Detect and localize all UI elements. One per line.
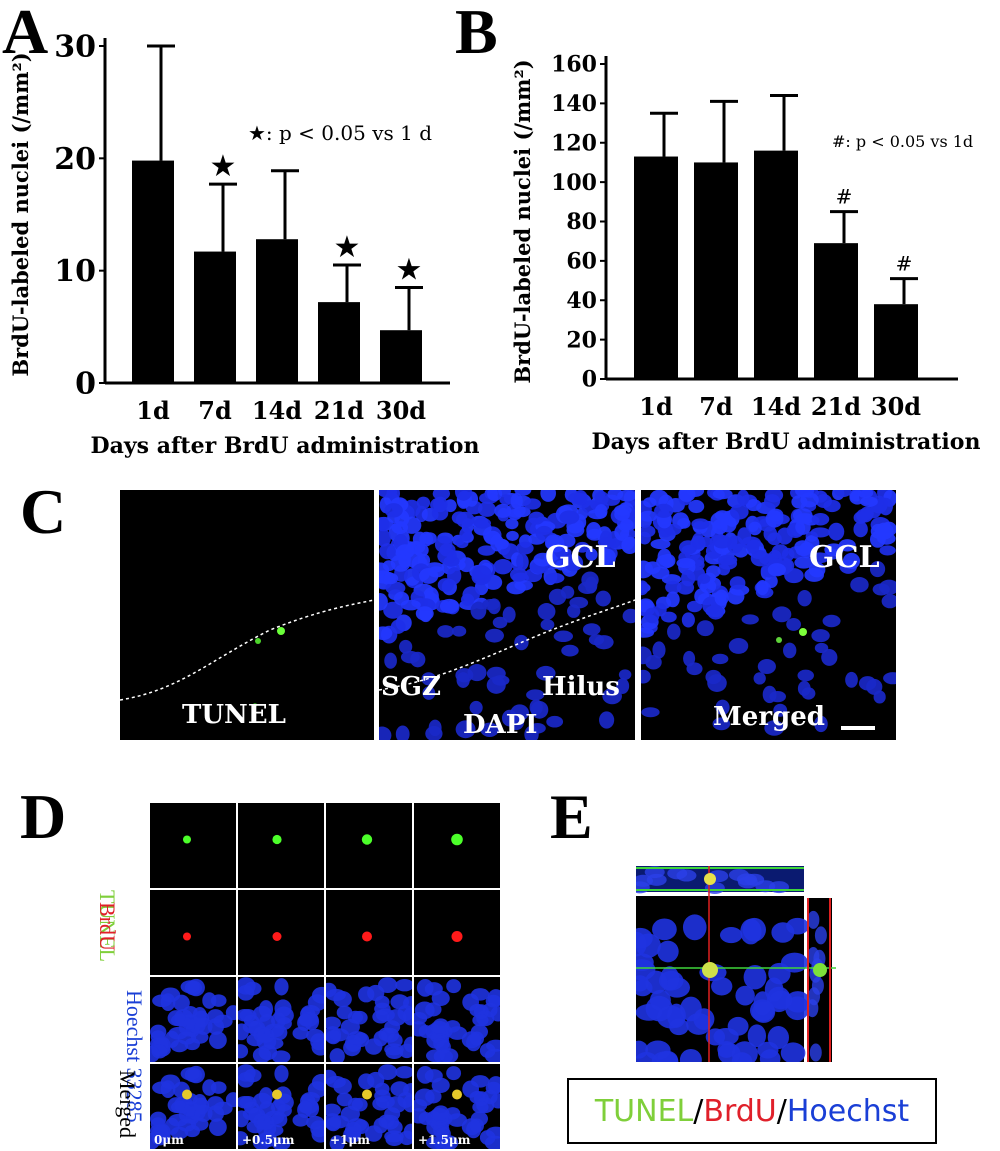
chart-b-y-tick-label: 100 [551, 170, 597, 196]
grid-d-cell [150, 890, 236, 975]
row-label-hoechst: Hoechst 33285 [122, 990, 147, 1123]
chart-a-bar [318, 302, 360, 383]
chart-a-bar [380, 330, 422, 383]
chart-a-category-label: 1d [136, 396, 170, 425]
chart-a-significance-marker: ★ [334, 230, 361, 265]
grid-d-cell [326, 803, 412, 888]
chart-b-category-label: 30d [871, 392, 921, 421]
chart-b-y-tick-label: 0 [582, 367, 597, 393]
chart-a-y-axis-title: BrdU-labeled nuclei (/mm²) [8, 52, 33, 376]
chart-a-annotation: ★: p < 0.05 vs 1 d [248, 121, 432, 145]
chart-b-category-label: 1d [639, 392, 673, 421]
dapi-label: DAPI [463, 710, 538, 740]
sgz-label: SGZ [381, 672, 441, 702]
chart-a-category-label: 30d [376, 396, 426, 425]
chart-b-y-tick-label: 20 [566, 327, 597, 353]
chart-b-bar [814, 243, 858, 379]
grid-d-cell [238, 803, 324, 888]
panel-label-d: D [20, 781, 67, 852]
chart-a-category-label: 7d [198, 396, 232, 425]
grid-d-cell [150, 977, 236, 1062]
tunel-label: TUNEL [182, 700, 286, 730]
chart-b-y-tick-label: 160 [551, 52, 597, 78]
chart-a-significance-marker: ★ [396, 253, 423, 288]
chart-a-bar [194, 251, 236, 383]
panel-label-c: C [20, 476, 67, 547]
depth-label: 0μm [154, 1133, 184, 1147]
panel-label-b: B [455, 0, 498, 67]
grid-d-cell [326, 890, 412, 975]
merged-image-content [641, 490, 896, 740]
hilus-label: Hilus [542, 672, 620, 702]
grid-d-cell [414, 890, 500, 975]
merged-label: Merged [713, 702, 825, 732]
panel-c-dapi-image: GCL SGZ Hilus DAPI [379, 490, 635, 740]
grid-d-cell: 0μm [150, 1064, 236, 1149]
chart-b-y-tick-label: 60 [566, 249, 597, 275]
legend-tunel: TUNEL [594, 1093, 694, 1129]
grid-d-cell: +1.5μm [414, 1064, 500, 1149]
panel-c-tunel-image: TUNEL [120, 490, 374, 740]
row-label-brdu: BrdU [95, 902, 120, 951]
depth-label: +0.5μm [242, 1133, 295, 1147]
chart-a-bar-chart: 0 10 20 30 1d ★ 7d 14d ★ 21d ★ 30d Days after BrdU a… [8, 30, 480, 460]
grid-d-cell [414, 803, 500, 888]
grid-d-cell: +1μm [326, 1064, 412, 1149]
panel-e-legend: TUNEL / BrdU / Hoechst [567, 1078, 937, 1144]
chart-a-category-label: 21d [314, 396, 364, 425]
grid-d-cell [150, 803, 236, 888]
grid-d-cell [238, 977, 324, 1062]
chart-b-x-axis-title: Days after BrdU administration [592, 429, 981, 455]
depth-label: +1.5μm [418, 1133, 471, 1147]
grid-d-cell [414, 977, 500, 1062]
chart-a-significance-marker: ★ [210, 149, 237, 184]
panel-c-merged-image: GCL Merged [641, 490, 896, 740]
chart-b-annotation: #: p < 0.05 vs 1d [832, 132, 973, 151]
chart-b-category-label: 7d [699, 392, 733, 421]
chart-b-y-tick-label: 80 [566, 209, 597, 235]
chart-b-bar [754, 150, 798, 379]
gcl-label-merged: GCL [809, 540, 880, 575]
chart-b-y-tick-label: 120 [551, 130, 597, 156]
grid-d-cell [238, 890, 324, 975]
panel-d-image-grid: 0μm +0.5μm +1μm +1.5μm [150, 803, 500, 1151]
panel-label-a: A [2, 0, 49, 67]
chart-b-bar [634, 156, 678, 379]
chart-b-y-tick-label: 140 [551, 91, 597, 117]
tunel-image-content [120, 490, 374, 740]
legend-slash-2: / [776, 1093, 787, 1129]
dapi-image-content [379, 490, 635, 740]
row-label-merged: Merged [115, 1070, 140, 1139]
grid-d-cell [326, 977, 412, 1062]
chart-a-bar [256, 239, 298, 383]
chart-b-significance-marker: # [836, 185, 853, 209]
legend-slash-1: / [693, 1093, 704, 1129]
grid-d-cell: +0.5μm [238, 1064, 324, 1149]
legend-brdu: BrdU [703, 1093, 777, 1129]
chart-b-y-tick-label: 40 [566, 288, 597, 314]
chart-a-bar [132, 160, 174, 383]
chart-b-bar [694, 162, 738, 379]
chart-a-y-tick-label: 20 [54, 142, 96, 177]
chart-a-x-axis-title: Days after BrdU administration [91, 433, 480, 459]
chart-b-bar-chart: 0 20 40 60 80 100 120 140 160 1d 7d 14d #21d #30d Days… [510, 52, 981, 455]
scale-bar [841, 726, 875, 730]
chart-b-y-axis-title: BrdU-labeled nuclei (/mm²) [510, 59, 535, 383]
panel-label-e: E [550, 781, 593, 852]
gcl-label-dapi: GCL [545, 540, 616, 575]
chart-a-y-tick-label: 30 [54, 30, 96, 65]
panel-e-orthogonal-view [626, 866, 836, 1072]
chart-b-bar [874, 304, 918, 379]
chart-b-significance-marker: # [896, 252, 913, 276]
ortho-image-content [626, 866, 836, 1072]
chart-a-y-tick-label: 10 [54, 254, 96, 289]
chart-a-y-tick-label: 0 [75, 367, 96, 402]
chart-a-category-label: 14d [252, 396, 302, 425]
depth-label: +1μm [330, 1133, 370, 1147]
chart-b-category-label: 21d [811, 392, 861, 421]
chart-b-category-label: 14d [751, 392, 801, 421]
legend-hoechst: Hoechst [786, 1093, 910, 1129]
